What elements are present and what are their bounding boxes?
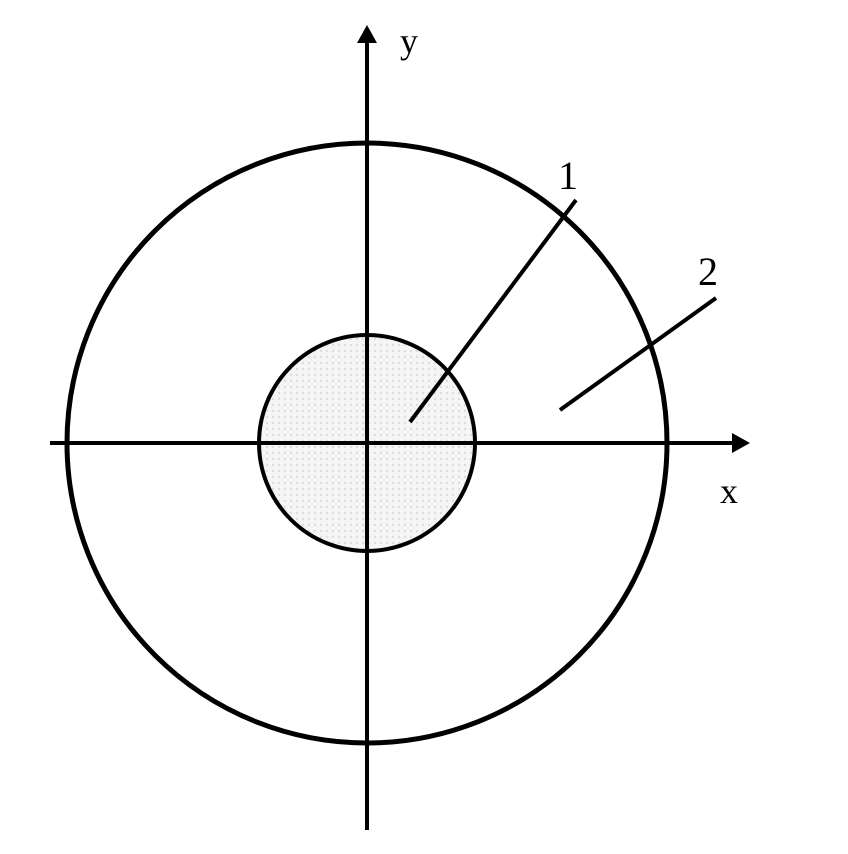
y-axis-arrow: [357, 25, 377, 43]
callout-label-1: 1: [558, 152, 578, 199]
x-axis-label: x: [720, 470, 738, 512]
callout-label-2: 2: [698, 248, 718, 295]
y-axis-label: y: [400, 20, 418, 62]
x-axis-arrow: [732, 433, 750, 453]
diagram-svg: [0, 0, 848, 854]
callout-line-1: [410, 200, 576, 422]
